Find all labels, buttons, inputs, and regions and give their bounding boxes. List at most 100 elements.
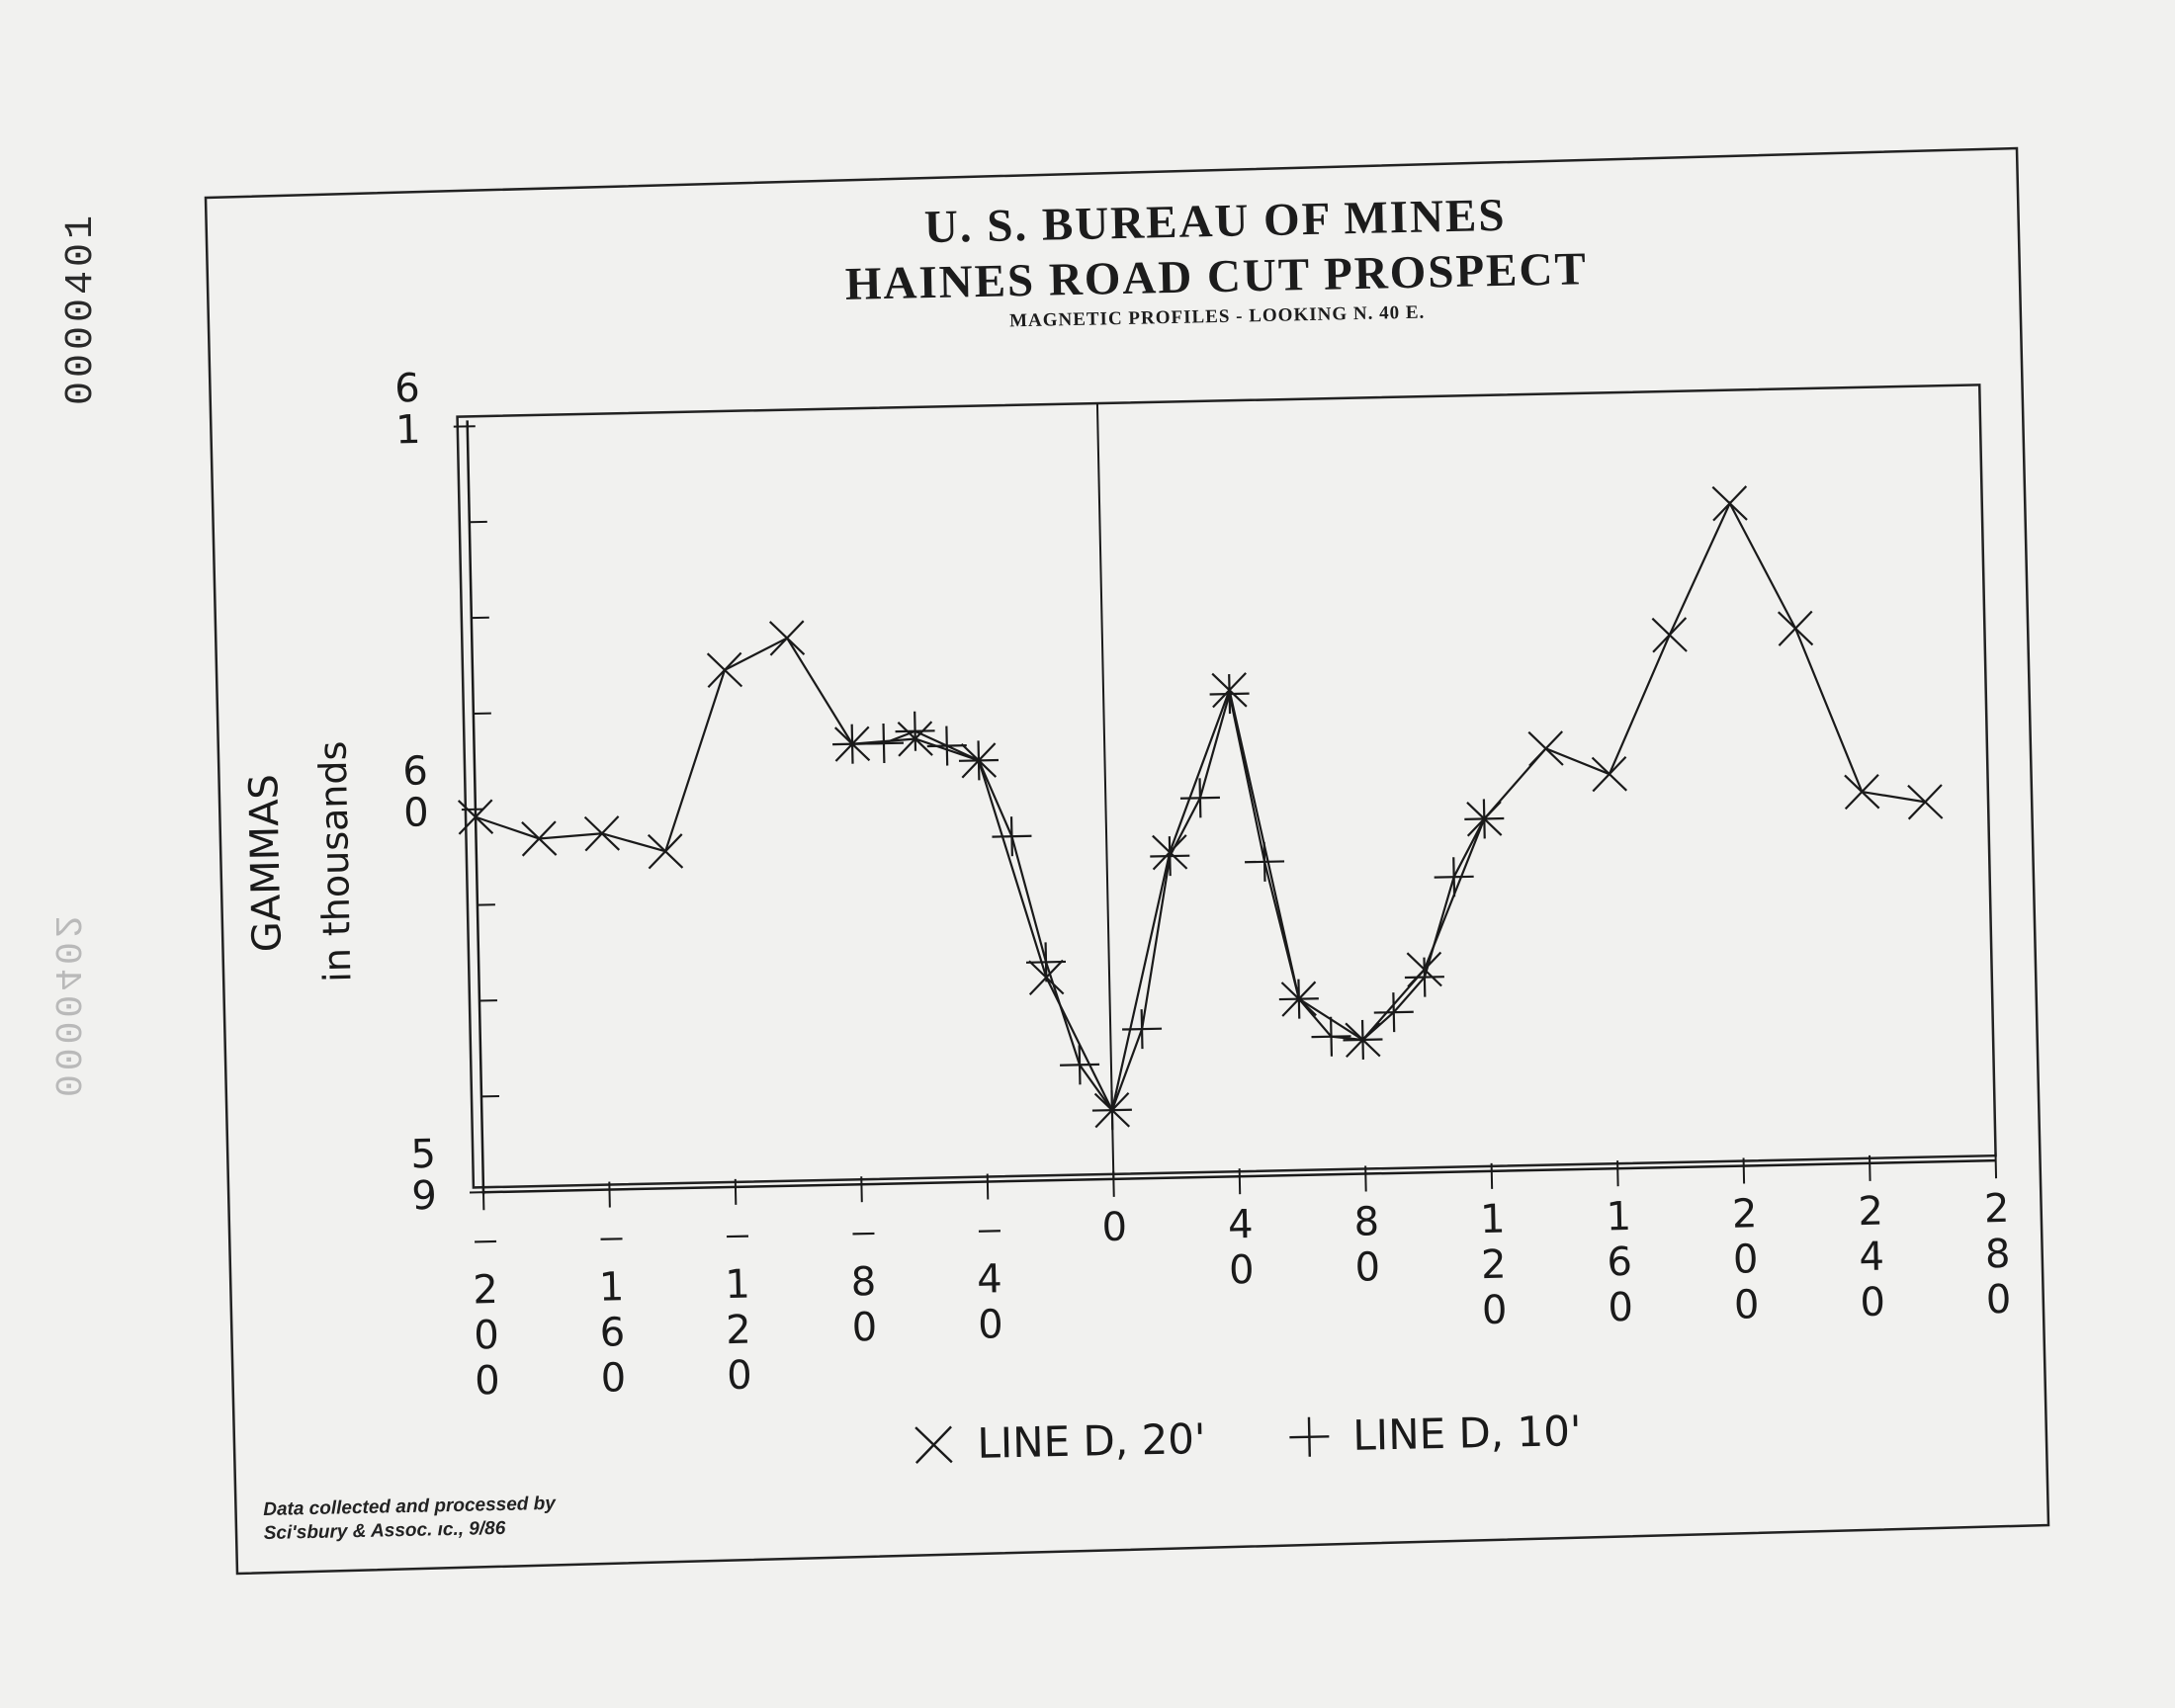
x-tick-label-char: 2 (1983, 1186, 2009, 1233)
point-marker-plus (1452, 857, 1456, 897)
x-tick (481, 1184, 485, 1211)
x-tick-label-char: 0 (727, 1353, 752, 1400)
point-marker-plus (1168, 836, 1172, 877)
y-axis-subtitle: in thousands (310, 740, 359, 982)
point-marker-plus (1140, 1009, 1144, 1050)
x-tick (1616, 1160, 1619, 1187)
x-tick (1490, 1162, 1494, 1189)
point-marker-x (1652, 617, 1688, 653)
y-axis-line (466, 420, 485, 1195)
x-tick (608, 1181, 611, 1208)
x-tick-label-char: 0 (978, 1302, 1003, 1348)
y-tick-label-char: 0 (403, 790, 429, 836)
x-tick-label-char: 2 (1858, 1189, 1883, 1236)
point-marker-plus (850, 724, 854, 764)
point-marker-x (1592, 756, 1627, 793)
point-marker-plus (1198, 778, 1202, 818)
x-tick-label-char: 0 (1733, 1282, 1759, 1328)
legend: LINE D, 20' LINE D, 10' (914, 1407, 1582, 1468)
y-tick-label-char: 6 (394, 366, 420, 412)
y-tick-label-char: 6 (402, 748, 428, 795)
plot-frame (456, 384, 1997, 1189)
point-marker-x (1528, 730, 1564, 767)
point-marker-x (458, 799, 493, 835)
x-tick-label-char: 0 (1229, 1247, 1255, 1294)
x-tick-label-char: 0 (1101, 1205, 1127, 1251)
point-marker-plus (914, 711, 917, 751)
point-marker-x (707, 651, 742, 688)
x-tick (734, 1178, 738, 1205)
y-axis-title: GAMMAS (241, 774, 291, 953)
x-tick-label-char: 4 (977, 1256, 1002, 1303)
x-tick (986, 1173, 990, 1200)
point-marker-plus (882, 723, 886, 764)
x-tick (1112, 1170, 1115, 1197)
point-marker-plus (1078, 1045, 1082, 1085)
point-marker-plus (1044, 942, 1048, 982)
point-marker-x (1712, 485, 1748, 522)
point-marker-plus (1110, 1090, 1114, 1131)
zero-reference-line (1095, 403, 1115, 1179)
document-id-ghost-stamp: 0000402 (44, 911, 87, 1097)
x-tick-label-char: 1 (725, 1262, 750, 1309)
x-tick-label-char: 0 (851, 1305, 877, 1351)
x-tick-label-char: 1 (598, 1264, 624, 1311)
legend-marker-plus (1307, 1416, 1311, 1457)
series-line-1 (475, 500, 1926, 1114)
point-marker-x (1778, 610, 1813, 646)
point-marker-x (1907, 784, 1943, 820)
title-block: U. S. BUREAU OF MINES HAINES ROAD CUT PR… (750, 184, 1683, 338)
point-marker-plus (977, 740, 981, 781)
x-tick-label-char: 0 (1985, 1277, 2011, 1324)
point-marker-x (584, 815, 620, 852)
x-tick-label-char: 0 (1860, 1280, 1885, 1326)
series-layer (457, 485, 1944, 1131)
x-tick-label-char: 0 (1608, 1285, 1633, 1331)
x-tick (1238, 1168, 1242, 1195)
legend-marker-x (914, 1425, 952, 1464)
x-tick-label-char: 0 (475, 1358, 500, 1405)
y-tick-label-char: 5 (410, 1132, 436, 1178)
x-tick-label-char: 0 (1482, 1288, 1508, 1334)
document-id-stamp: 0000401 (59, 211, 104, 405)
x-tick (1364, 1165, 1367, 1192)
legend-label-1: LINE D, 20' (977, 1414, 1206, 1468)
point-marker-plus (1009, 816, 1013, 857)
point-marker-plus (1482, 799, 1486, 839)
point-marker-plus (1228, 674, 1232, 715)
x-tick-label-char: 8 (1984, 1232, 2010, 1278)
x-tick-label-char: 8 (850, 1259, 876, 1306)
point-marker-plus (1262, 841, 1266, 882)
point-marker-plus (1297, 979, 1301, 1019)
x-tick-label-char: 2 (1481, 1242, 1507, 1289)
x-tick-label-char: 0 (1733, 1237, 1759, 1283)
x-tick-label-char: 4 (1859, 1235, 1884, 1281)
x-tick-label-char: 4 (1228, 1202, 1254, 1248)
x-tick (860, 1176, 863, 1203)
y-tick-label-char: 9 (411, 1173, 437, 1220)
x-tick-label-char: 0 (1354, 1244, 1380, 1291)
point-marker-plus (1392, 992, 1396, 1033)
x-tick-label-char: 1 (1606, 1194, 1631, 1240)
point-marker-plus (1330, 1016, 1334, 1057)
point-marker-x (769, 620, 805, 656)
point-marker-x (648, 833, 683, 870)
credit-note: Data collected and processed by Sci'sbur… (263, 1493, 557, 1546)
point-marker-plus (945, 726, 949, 766)
x-tick-label-char: 0 (474, 1313, 499, 1359)
legend-label-2: LINE D, 10' (1352, 1407, 1582, 1460)
x-tick-label-char: 2 (473, 1267, 498, 1314)
x-tick-label-char: 0 (600, 1355, 626, 1402)
outer-border (204, 146, 2050, 1576)
point-marker-plus (1360, 1019, 1364, 1060)
y-tick-label-char: 1 (395, 407, 421, 454)
point-marker-plus (1423, 957, 1427, 997)
x-tick-label-char: 2 (1732, 1191, 1758, 1238)
point-marker-x (521, 820, 557, 857)
x-tick-label-char: 8 (1353, 1199, 1379, 1245)
x-tick-label-char: 1 (1480, 1197, 1506, 1243)
x-tick (1994, 1153, 1998, 1179)
